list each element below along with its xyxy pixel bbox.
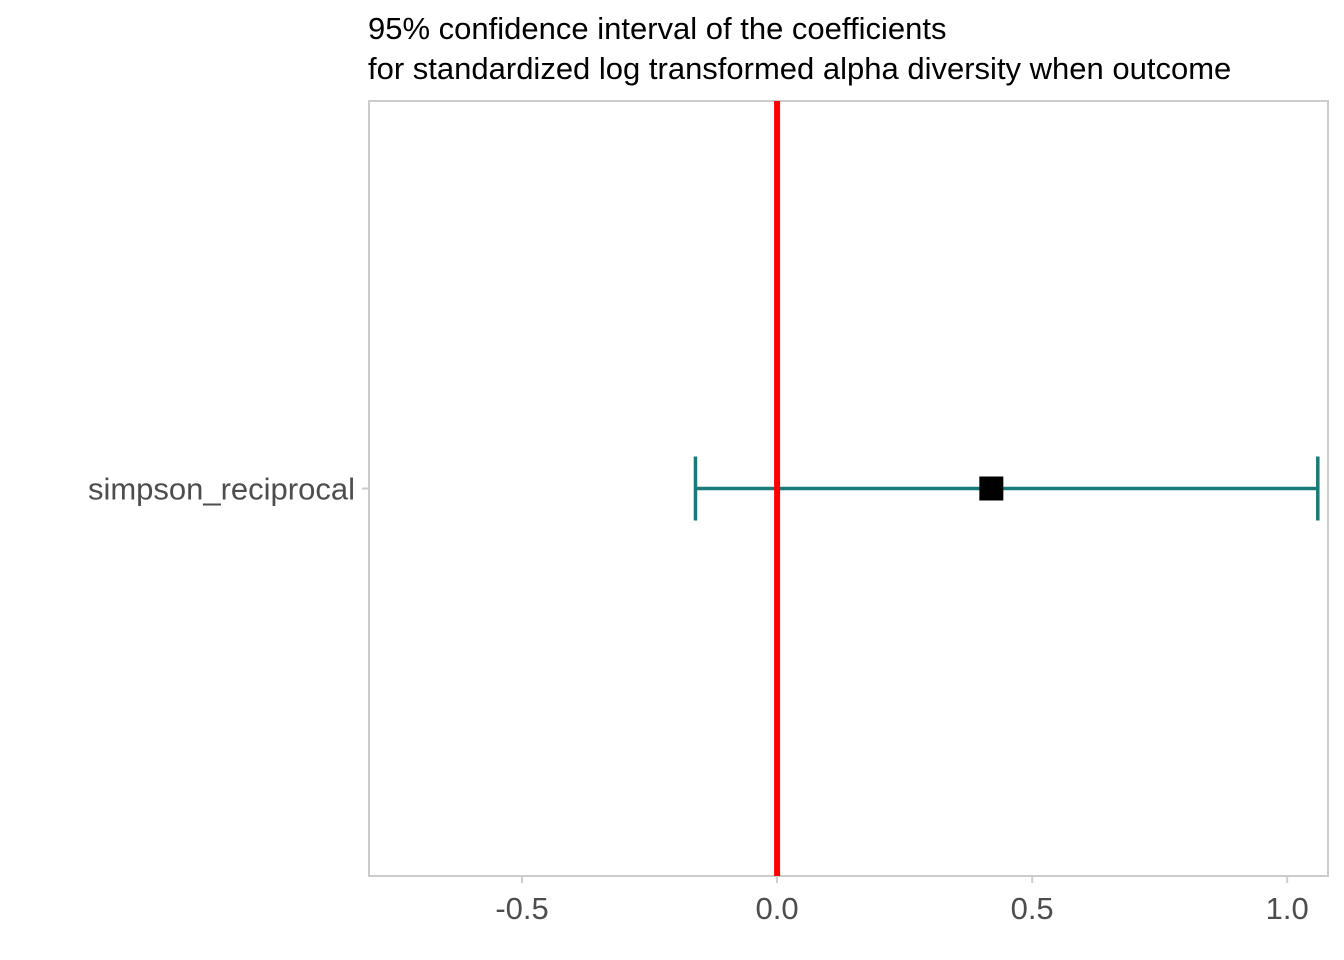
x-tick-label: 0.5 <box>1011 891 1054 926</box>
chart-title-line-1: 95% confidence interval of the coefficie… <box>368 11 946 46</box>
plot-marks <box>693 101 1320 876</box>
estimate-point <box>979 476 1004 501</box>
x-tick-label: 0.0 <box>756 891 799 926</box>
y-tick-label: simpson_reciprocal <box>88 472 355 507</box>
y-axis: simpson_reciprocal <box>88 472 369 507</box>
x-tick-label: 1.0 <box>1266 891 1309 926</box>
x-axis: -0.5 0.0 0.5 1.0 <box>495 876 1309 926</box>
x-tick-label: -0.5 <box>495 891 548 926</box>
chart-title-line-2: for standardized log transformed alpha d… <box>368 51 1231 86</box>
chart-title: 95% confidence interval of the coefficie… <box>368 11 1231 86</box>
